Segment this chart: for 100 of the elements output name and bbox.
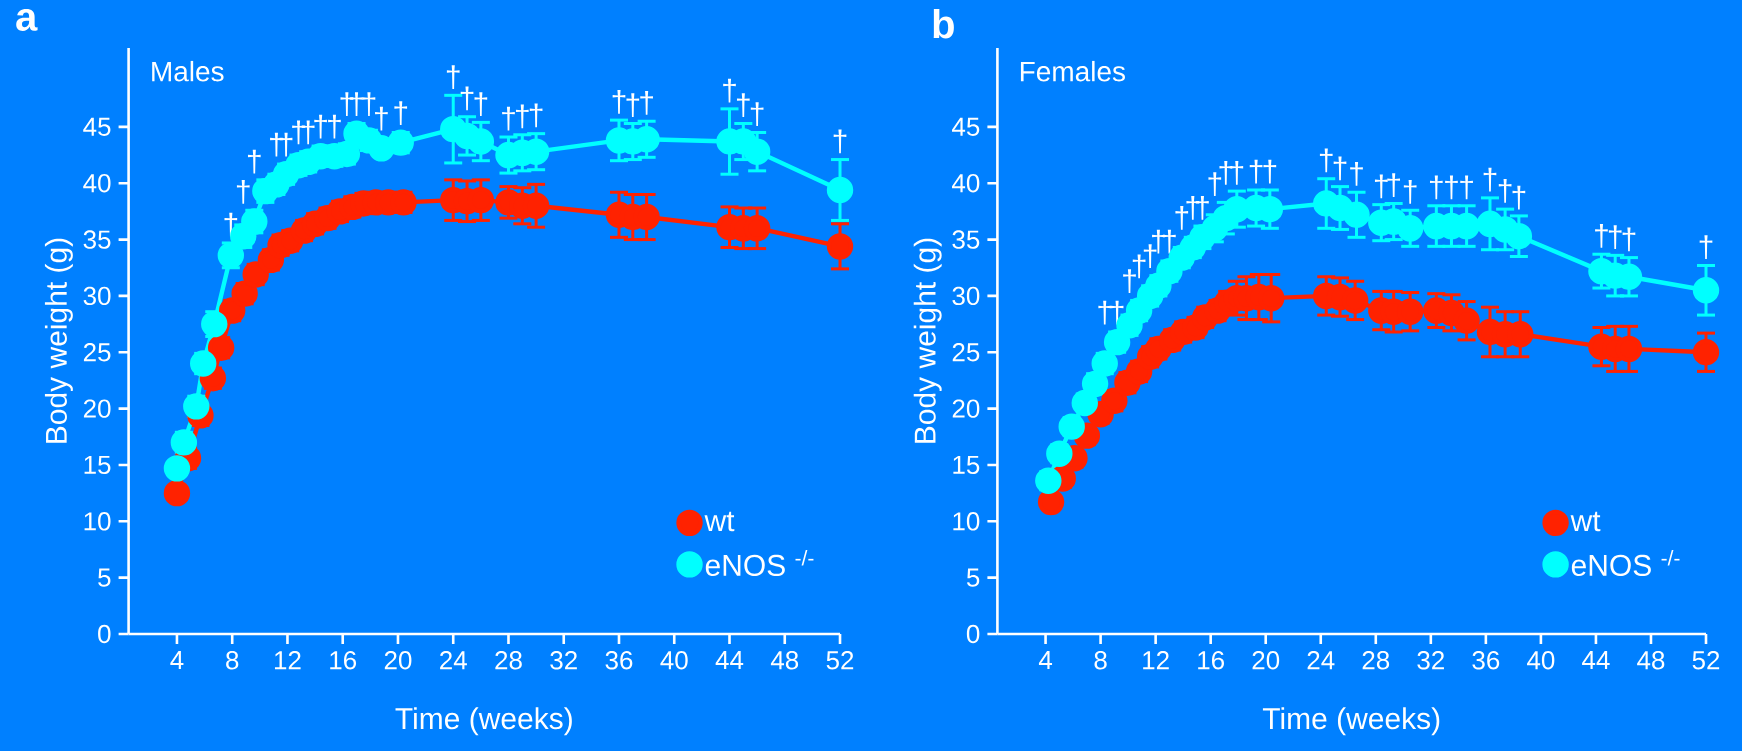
annotation: † — [1403, 180, 1417, 204]
x-tick-label: 12 — [1143, 651, 1169, 670]
annotation: † — [1512, 185, 1526, 210]
annotation: † — [1374, 174, 1388, 199]
annotation: † — [1230, 160, 1244, 185]
x-tick-label: 44 — [715, 651, 744, 669]
annotation: † — [833, 129, 847, 154]
x-tick-label: 48 — [1637, 651, 1665, 670]
annotation: † — [736, 93, 750, 118]
y-tick-label: 30 — [83, 286, 111, 306]
y-tick-label: 45 — [83, 117, 111, 136]
x-tick-label: 4 — [170, 651, 184, 669]
annotation: † — [1333, 156, 1347, 181]
y-tick-label: 20 — [952, 399, 980, 418]
chart-title: a — [16, 9, 38, 31]
x-tick-label: 20 — [384, 651, 412, 670]
y-tick-label: 5 — [966, 568, 980, 587]
x-tick-label: 40 — [660, 651, 688, 670]
annotation: † — [474, 92, 488, 116]
y-tick-label: 10 — [84, 512, 111, 531]
annotation: † — [1263, 159, 1277, 184]
x-tick-label: 52 — [1692, 651, 1720, 670]
x-tick-label: 24 — [440, 651, 467, 670]
y-tick-label: 35 — [952, 230, 980, 249]
annotation: † — [1350, 162, 1363, 186]
annotation: † — [1110, 300, 1124, 325]
annotation: † — [314, 114, 327, 139]
legend-label: wt — [1570, 511, 1601, 532]
annotation: † — [1319, 148, 1333, 173]
annotation: † — [1595, 224, 1608, 248]
annotation: † — [515, 104, 529, 129]
annotation: † — [1208, 172, 1222, 196]
annotation: † — [375, 106, 388, 131]
x-tick-label: 36 — [1472, 651, 1500, 670]
annotation: † — [460, 86, 474, 111]
x-tick-label: 44 — [1582, 651, 1610, 669]
annotation: † — [529, 103, 543, 128]
y-tick-label: 10 — [953, 512, 980, 531]
x-tick-label: 32 — [1417, 651, 1444, 670]
y-tick-label: 5 — [98, 568, 111, 587]
x-tick-label: 52 — [826, 651, 854, 670]
x-tick-label: 8 — [1094, 651, 1107, 670]
annotation: † — [328, 114, 341, 139]
annotation: † — [626, 93, 640, 118]
x-tick-label: 16 — [1198, 651, 1224, 670]
y-tick-label: 25 — [83, 343, 111, 362]
chart-subtitle: Females — [1020, 60, 1125, 82]
annotation: † — [612, 89, 626, 114]
chart-subtitle: Males — [152, 60, 224, 82]
annotation: † — [1098, 300, 1112, 325]
y-tick-label: 0 — [98, 624, 111, 644]
y-tick-label: 45 — [952, 117, 980, 136]
x-tick-label: 28 — [495, 651, 522, 670]
x-tick-label: 32 — [550, 651, 577, 670]
y-tick-label: 15 — [84, 455, 111, 475]
annotation: † — [640, 91, 653, 115]
annotation: † — [1163, 229, 1176, 254]
chart-title: b — [933, 9, 954, 39]
annotation: † — [394, 101, 408, 125]
y-axis-title: Body weight (g) — [44, 238, 73, 443]
y-tick-label: 40 — [952, 174, 980, 193]
annotation: † — [750, 102, 764, 127]
legend-label: wt — [704, 511, 735, 532]
x-tick-label: 4 — [1038, 651, 1053, 669]
annotation: † — [1622, 227, 1636, 252]
x-tick-label: 12 — [274, 651, 301, 670]
annotation: † — [1445, 175, 1458, 200]
x-axis-title: Time (weeks) — [395, 707, 572, 736]
legend-label: eNOS $^{-/-}$ — [1571, 550, 1680, 576]
x-tick-label: 8 — [226, 651, 239, 670]
annotation: † — [1460, 175, 1473, 200]
x-axis-title: Time (weeks) — [1262, 707, 1440, 736]
annotation: † — [236, 180, 250, 204]
annotation: † — [723, 78, 736, 103]
x-tick-label: 48 — [770, 651, 799, 670]
legend-label: eNOS $^{-/-}$ — [705, 550, 814, 576]
x-tick-label: 24 — [1307, 651, 1335, 670]
x-tick-label: 28 — [1362, 651, 1390, 670]
annotation: † — [502, 106, 515, 131]
x-tick-label: 40 — [1527, 651, 1555, 670]
annotation: † — [1498, 178, 1512, 203]
y-tick-label: 25 — [952, 343, 980, 362]
annotation: † — [1699, 235, 1713, 260]
annotation: † — [1483, 167, 1497, 192]
y-axis-title: Body weight (g) — [913, 238, 942, 443]
y-tick-label: 40 — [83, 174, 111, 193]
y-tick-label: 15 — [953, 455, 980, 475]
annotation: † — [362, 92, 376, 116]
annotation: † — [247, 149, 261, 174]
annotation: † — [1429, 175, 1443, 200]
y-tick-label: 35 — [83, 230, 111, 249]
annotation: † — [446, 65, 460, 89]
annotation: † — [1387, 173, 1401, 198]
annotation: † — [1175, 206, 1189, 230]
y-tick-label: 20 — [83, 399, 111, 418]
annotation: † — [1249, 159, 1263, 184]
x-tick-label: 16 — [330, 651, 357, 670]
annotation: † — [1219, 160, 1233, 185]
annotation: † — [1608, 225, 1622, 249]
y-tick-label: 30 — [952, 286, 980, 306]
